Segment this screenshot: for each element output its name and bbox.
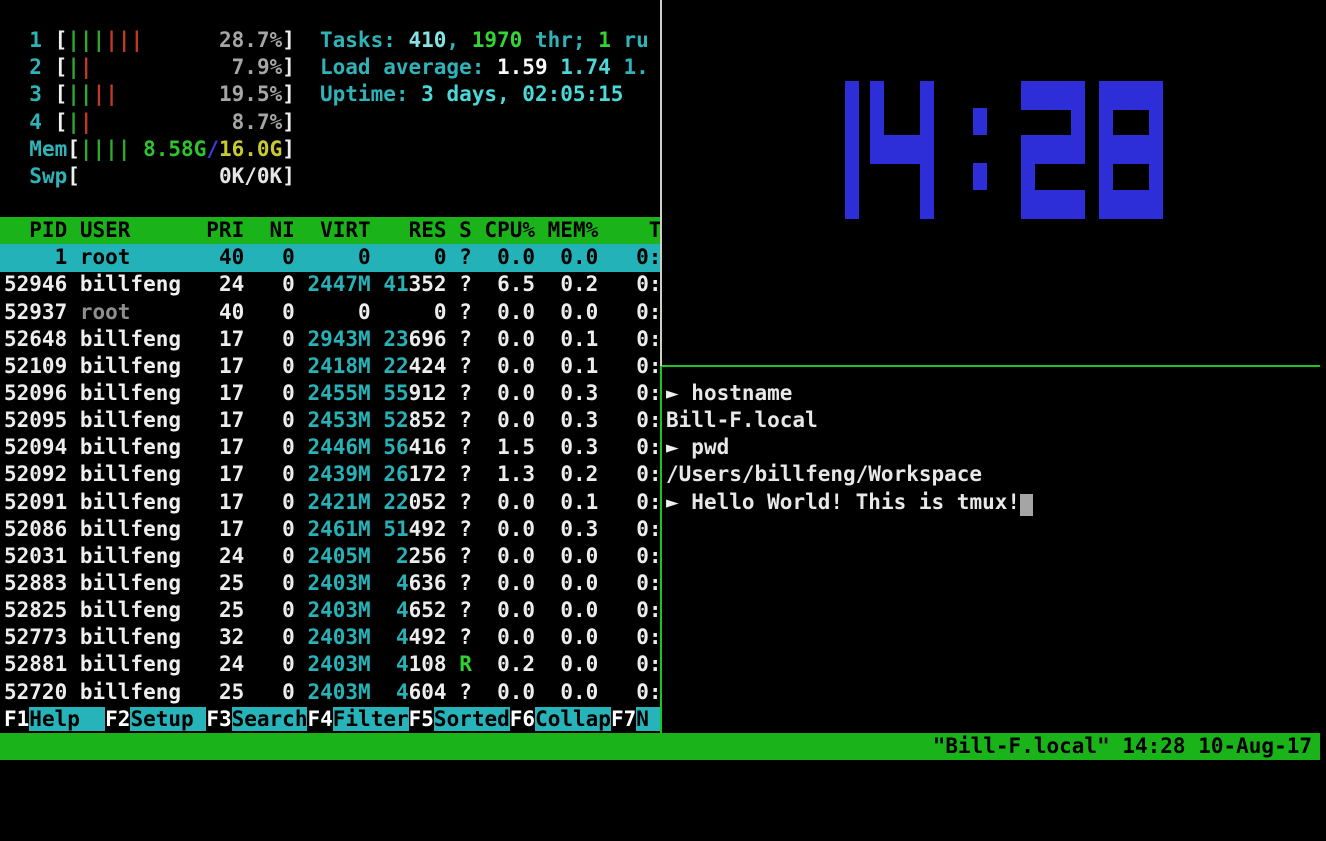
clock-digit-4 <box>920 108 934 137</box>
clock-digit-1 <box>845 190 859 219</box>
shell-line-command: ► pwd <box>666 434 729 462</box>
clock-digit-4 <box>920 190 934 219</box>
cpu-meter-4: 4 [|| 8.7%] <box>0 109 660 137</box>
process-row-52937[interactable]: 52937 root 40 0 0 0 ? 0.0 0.0 0: <box>0 299 660 327</box>
clock-digit-2 <box>1071 108 1085 137</box>
clock-digit-8 <box>1149 163 1163 192</box>
fkey-F1[interactable]: F1 <box>4 707 29 731</box>
clock-digit-1 <box>845 163 859 192</box>
clock-digit-4 <box>920 81 934 110</box>
clock-digit-1 <box>845 81 859 110</box>
clock-digit-2 <box>1021 190 1085 219</box>
clock-colon <box>973 163 987 190</box>
session-indicator: [0] <box>55 761 106 785</box>
prompt-arrow-icon: ► <box>666 381 691 405</box>
clock-digit-8 <box>1099 163 1113 192</box>
status-window-3:bash*[interactable]: 3:bash* <box>409 761 498 785</box>
clock-digit-4 <box>870 135 934 164</box>
clock-digit-8 <box>1099 81 1163 110</box>
clock-digit-2 <box>1021 81 1085 110</box>
process-row-52946[interactable]: 52946 billfeng 24 0 2447M 41352 ? 6.5 0.… <box>0 271 660 299</box>
uptime: Uptime: 3 days, 02:05:15 <box>320 81 623 109</box>
pane-border-vertical-active <box>660 366 662 733</box>
shell-line-command: ► hostname <box>666 380 792 408</box>
fkey-F5[interactable]: F5 <box>409 707 434 731</box>
clock-digit-2 <box>1021 163 1035 192</box>
process-row-52094[interactable]: 52094 billfeng 17 0 2446M 56416 ? 1.5 0.… <box>0 434 660 462</box>
memory-meter: Mem[|||| 8.58G/16.0G] <box>0 136 660 164</box>
clock-digit-8 <box>1149 108 1163 137</box>
status-right: "Bill-F.local" 14:28 10-Aug-17 <box>933 733 1312 760</box>
text-cursor <box>1020 494 1033 516</box>
process-row-52091[interactable]: 52091 billfeng 17 0 2421M 22052 ? 0.0 0.… <box>0 489 660 517</box>
prompt-arrow-icon: ► <box>666 490 691 514</box>
clock-digit-4 <box>920 163 934 192</box>
process-row-52096[interactable]: 52096 billfeng 17 0 2455M 55912 ? 0.0 0.… <box>0 380 660 408</box>
fkey-F4[interactable]: F4 <box>307 707 332 731</box>
status-window-2:bash-[interactable]: 2:bash- <box>307 761 396 785</box>
process-row-52720[interactable]: 52720 billfeng 25 0 2403M 4604 ? 0.0 0.0… <box>0 679 660 707</box>
process-row-52881[interactable]: 52881 billfeng 24 0 2403M 4108 R 0.2 0.0… <box>0 651 660 679</box>
process-row-52825[interactable]: 52825 billfeng 25 0 2403M 4652 ? 0.0 0.0… <box>0 597 660 625</box>
clock-digit-8 <box>1099 190 1163 219</box>
status-window-1:bash[interactable]: 1:bash <box>206 761 282 785</box>
load-average: Load average: 1.59 1.74 1. <box>320 54 649 82</box>
prompt-arrow-icon: ► <box>666 435 691 459</box>
tmux-status-bar: [0] 0:bash 1:bash 2:bash- 3:bash* "Bill-… <box>0 733 1320 760</box>
clock-digit-2 <box>1021 135 1085 164</box>
tasks-summary: Tasks: 410, 1970 thr; 1 ru <box>320 27 649 55</box>
process-table-header[interactable]: PID USER PRI NI VIRT RES S CPU% MEM% T <box>0 217 660 245</box>
process-row-52109[interactable]: 52109 billfeng 17 0 2418M 22424 ? 0.0 0.… <box>0 353 660 381</box>
process-row-52773[interactable]: 52773 billfeng 32 0 2403M 4492 ? 0.0 0.0… <box>0 624 660 652</box>
process-row-52086[interactable]: 52086 billfeng 17 0 2461M 51492 ? 0.0 0.… <box>0 516 660 544</box>
clock-digit-1 <box>845 108 859 137</box>
clock-digit-4 <box>870 108 884 137</box>
shell-line-output: Bill-F.local <box>666 407 818 435</box>
fkey-F6[interactable]: F6 <box>510 707 535 731</box>
swap-meter: Swp[ 0K/0K] <box>0 163 660 191</box>
pane-border-vertical-inactive <box>660 0 662 366</box>
clock-pane <box>795 81 1163 217</box>
clock-digit-8 <box>1099 135 1163 164</box>
fkey-F7[interactable]: F7 <box>611 707 636 731</box>
fkey-bar: F1Help F2Setup F3SearchF4FilterF5SortedF… <box>0 706 660 734</box>
fkey-F2[interactable]: F2 <box>105 707 130 731</box>
clock-digit-1 <box>845 135 859 164</box>
status-window-0:bash[interactable]: 0:bash <box>105 761 181 785</box>
tmux-session: 1 [|||||| 28.7%] 2 [|| 7.9%] 3 [|||| 19.… <box>0 0 1326 760</box>
clock-digit-8 <box>1099 108 1113 137</box>
process-row-52092[interactable]: 52092 billfeng 17 0 2439M 26172 ? 1.3 0.… <box>0 461 660 489</box>
clock-colon <box>973 108 987 135</box>
window-list: [0] 0:bash 1:bash 2:bash- 3:bash* <box>55 761 498 785</box>
process-row-52095[interactable]: 52095 billfeng 17 0 2453M 52852 ? 0.0 0.… <box>0 407 660 435</box>
process-row-52031[interactable]: 52031 billfeng 24 0 2405M 2256 ? 0.0 0.0… <box>0 543 660 571</box>
shell-line-output: /Users/billfeng/Workspace <box>666 461 982 489</box>
process-row-1[interactable]: 1 root 40 0 0 0 ? 0.0 0.0 0: <box>0 244 660 272</box>
process-row-52648[interactable]: 52648 billfeng 17 0 2943M 23696 ? 0.0 0.… <box>0 326 660 354</box>
process-row-52883[interactable]: 52883 billfeng 25 0 2403M 4636 ? 0.0 0.0… <box>0 570 660 598</box>
shell-line-command: ► Hello World! This is tmux! <box>666 489 1033 517</box>
clock-digit-4 <box>870 81 884 110</box>
fkey-F3[interactable]: F3 <box>206 707 231 731</box>
pane-border-horizontal-active <box>662 365 1320 367</box>
